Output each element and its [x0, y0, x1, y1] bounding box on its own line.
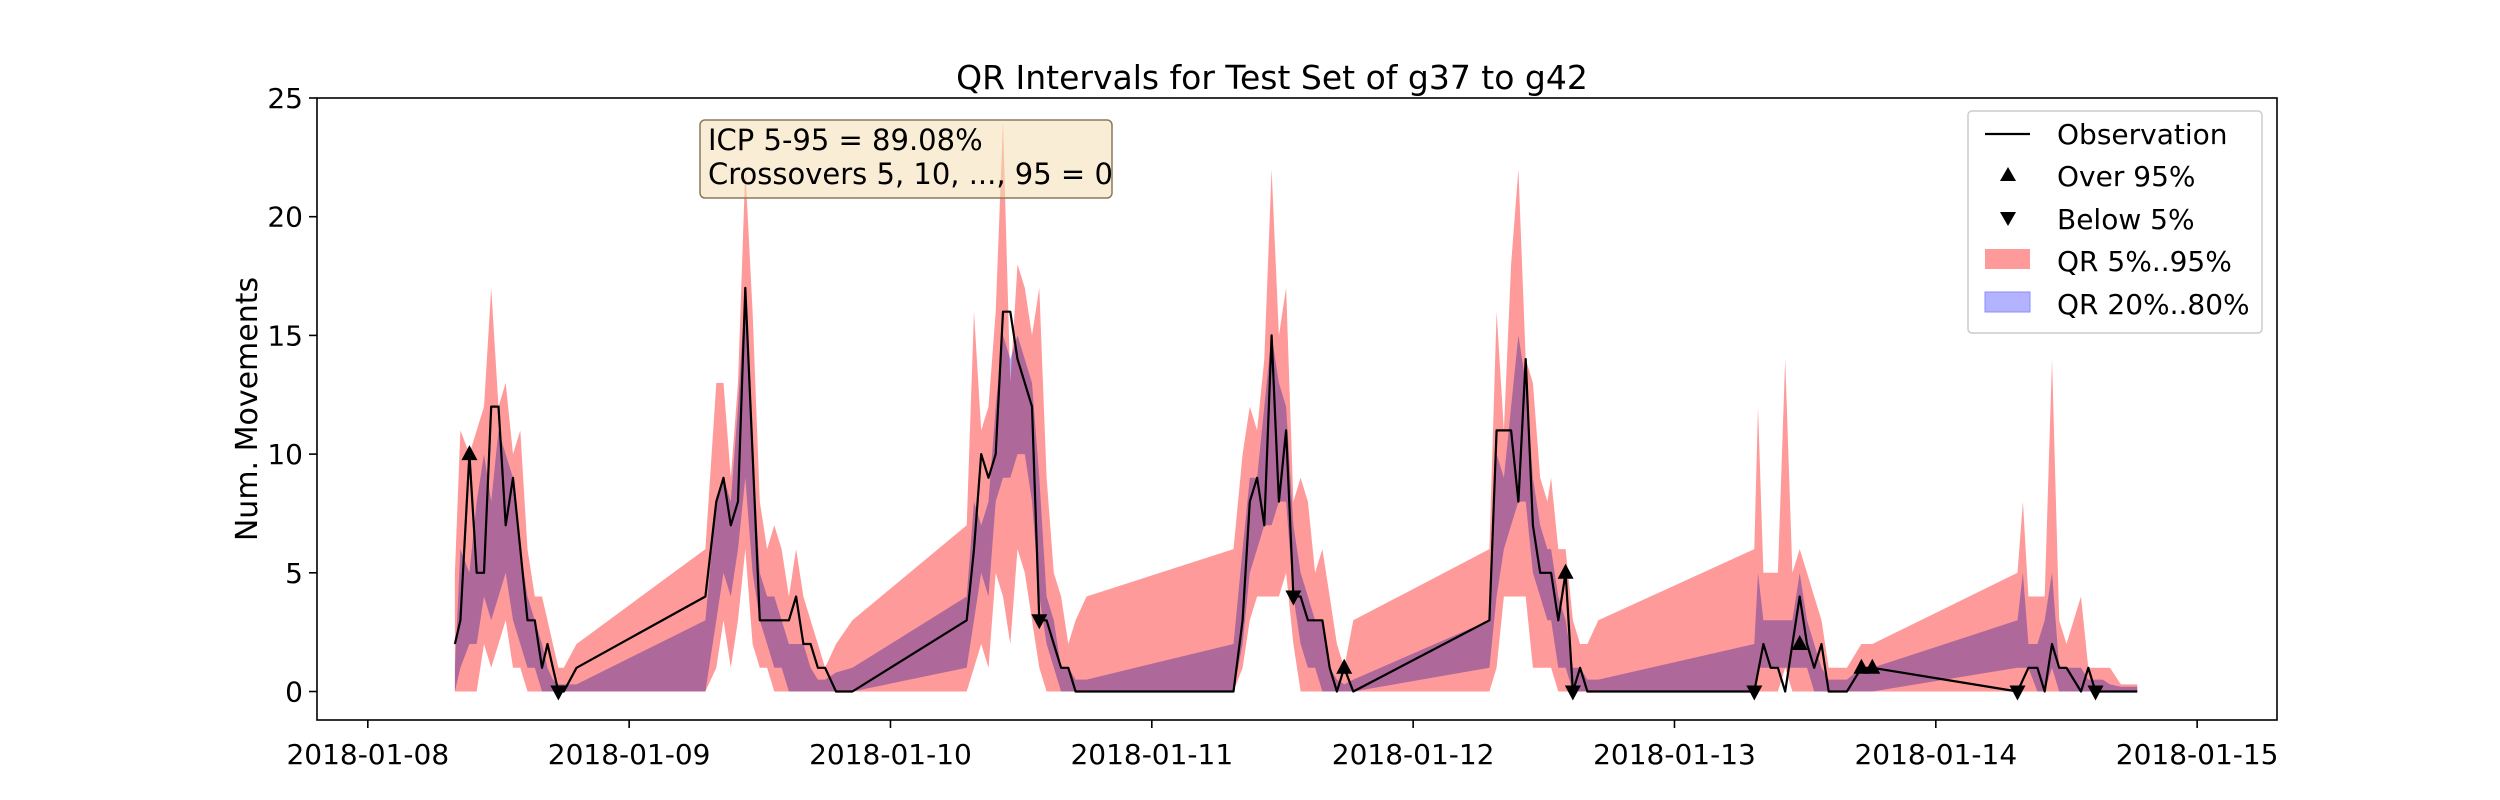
below-5-marker	[2009, 685, 2026, 701]
over-95-markers	[461, 445, 1881, 674]
stats-annotation: ICP 5-95 = 89.08% Crossovers 5, 10, ...,…	[699, 119, 1113, 199]
legend-qr-inner-swatch	[1984, 291, 2031, 313]
over-95-marker	[461, 445, 478, 461]
x-tick-label: 2018-01-13	[1593, 738, 1756, 771]
over-95-marker	[1336, 658, 1353, 674]
legend-qr-inner-label: QR 20%..80%	[2057, 288, 2250, 321]
annotation-icp: ICP 5-95 = 89.08%	[708, 123, 983, 157]
below-5-markers	[550, 590, 2104, 701]
legend-observation-label: Observation	[2057, 118, 2228, 151]
x-tick-label: 2018-01-12	[1332, 738, 1495, 771]
y-tick-label: 25	[267, 82, 303, 115]
x-tick-label: 2018-01-10	[809, 738, 972, 771]
plot-frame	[316, 97, 2278, 721]
legend-below-marker	[2000, 212, 2016, 226]
y-tick-label: 0	[285, 676, 303, 709]
y-tick-label: 10	[267, 438, 303, 471]
x-tick-label: 2018-01-11	[1070, 738, 1233, 771]
below-5-marker	[550, 685, 567, 701]
legend-over-label: Over 95%	[2057, 160, 2195, 193]
below-5-marker	[1031, 614, 1048, 630]
over-95-marker	[1853, 658, 1870, 674]
x-axis: 2018-01-08 2018-01-09 2018-01-10 2018-01-11…	[286, 720, 2279, 771]
x-tick-label: 2018-01-14	[1854, 738, 2017, 771]
below-5-marker	[1564, 685, 1581, 701]
chart-title: QR Intervals for Test Set of g37 to g42	[956, 58, 1588, 97]
annotation-crossovers: Crossovers 5, 10, ..., 95 = 0	[708, 157, 1113, 191]
legend-qr-outer-label: QR 5%..95%	[2057, 245, 2232, 278]
legend-frame	[1967, 110, 2263, 334]
below-5-marker	[2087, 685, 2104, 701]
observation-line	[453, 286, 2138, 693]
y-tick-label: 15	[267, 319, 303, 352]
band-qr-20-80	[454, 287, 2138, 692]
legend-below-label: Below 5%	[2057, 203, 2195, 236]
plot-area	[453, 121, 2138, 701]
y-tick-label: 5	[285, 557, 303, 590]
y-axis-label: Num. Movements	[230, 277, 265, 541]
legend-over-marker	[2000, 167, 2016, 181]
over-95-marker	[1791, 635, 1808, 651]
x-tick-label: 2018-01-08	[286, 738, 449, 771]
over-95-marker	[1557, 563, 1574, 579]
y-tick-label: 20	[267, 201, 303, 234]
y-axis: 0 5 10 15 20 25	[267, 82, 317, 709]
x-tick-label: 2018-01-09	[548, 738, 711, 771]
legend: Observation Over 95% Below 5% QR 5%..95%…	[1967, 110, 2263, 334]
below-5-marker	[1746, 685, 1763, 701]
legend-qr-outer-swatch	[1985, 249, 2030, 269]
annotation-box	[699, 119, 1113, 199]
over-95-marker	[1864, 658, 1881, 674]
x-tick-label: 2018-01-15	[2116, 738, 2279, 771]
below-5-marker	[1285, 590, 1302, 606]
